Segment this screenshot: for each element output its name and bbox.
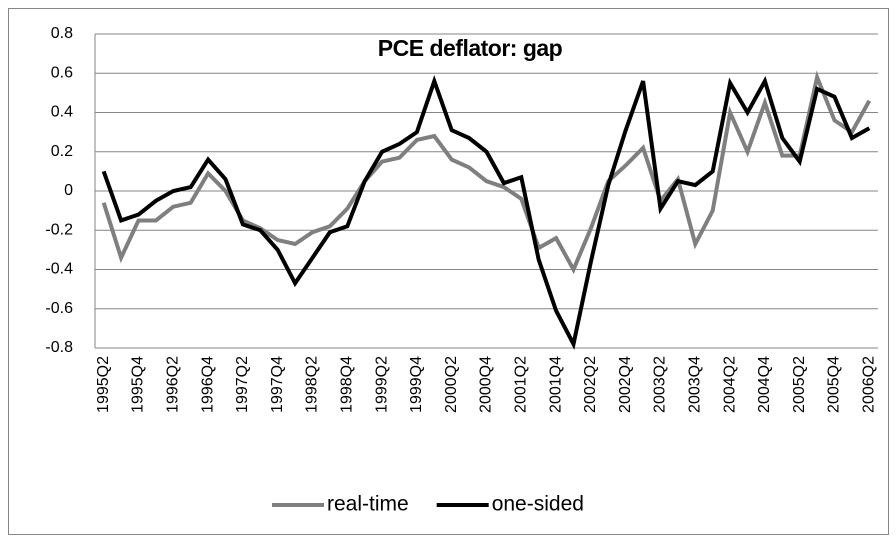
x-tick-label: 2003Q4 [687,356,704,413]
legend-label: one-sided [492,493,584,516]
y-tick-label: 0.2 [51,143,73,160]
x-tick-label: 1996Q2 [165,356,182,413]
x-tick-label: 2004Q2 [721,356,738,413]
x-tick-label: 2002Q2 [582,356,599,413]
x-tick-label: 2000Q2 [443,356,460,413]
chart-title: PCE deflator: gap [378,35,563,61]
legend-label: real-time [327,493,409,516]
y-tick-label: -0.4 [45,261,73,278]
y-tick-label: -0.2 [45,221,73,238]
x-tick-label: 1999Q4 [408,356,425,413]
x-tick-label: 2004Q4 [756,356,773,413]
x-tick-label: 1996Q4 [199,356,216,413]
y-tick-label: -0.6 [45,300,73,317]
x-tick-label: 2006Q2 [861,356,878,413]
x-tick-label: 1995Q4 [130,356,147,413]
x-tick-label: 2005Q4 [826,356,843,413]
y-tick-label: -0.8 [45,339,73,356]
y-tick-label: 0.4 [51,104,73,121]
x-tick-label: 2002Q4 [617,356,634,413]
x-tick-label: 2001Q2 [513,356,530,413]
x-tick-label: 2001Q4 [547,356,564,413]
x-tick-label: 1995Q2 [95,356,112,413]
y-tick-label: 0.8 [51,25,73,42]
x-tick-label: 1998Q4 [339,356,356,413]
x-tick-label: 2003Q2 [652,356,669,413]
x-tick-label: 1998Q2 [304,356,321,413]
x-tick-label: 2005Q2 [791,356,808,413]
x-tick-label: 1997Q2 [234,356,251,413]
series-line [101,75,871,350]
y-tick-label: 0 [64,182,73,199]
x-tick-label: 1999Q2 [373,356,390,413]
chart-border [8,8,889,535]
series-line [101,70,872,275]
x-tick-label: 2000Q4 [478,356,495,413]
y-tick-label: 0.6 [51,64,73,81]
x-tick-label: 1997Q4 [269,356,286,413]
